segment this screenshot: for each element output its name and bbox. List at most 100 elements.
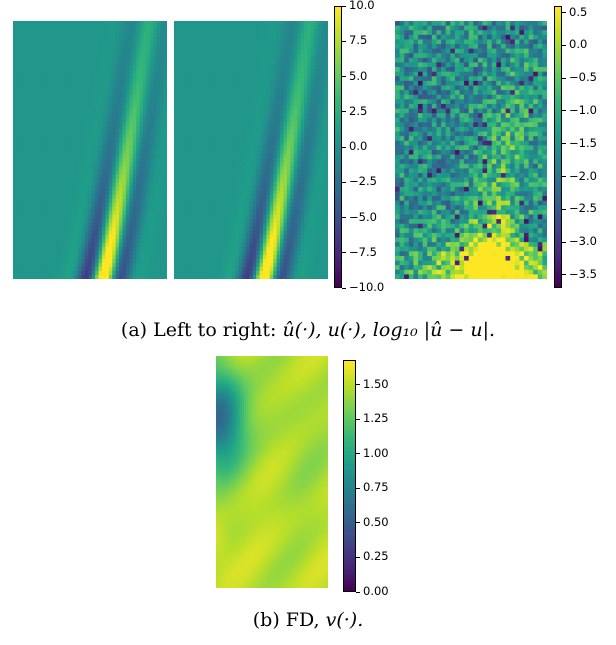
u-cell [245,93,250,99]
u-cell [276,113,281,119]
u-cell [239,194,244,199]
u-hat-cell [71,162,76,167]
u-hat-cell [30,81,35,87]
u-hat-cell [105,166,110,171]
u-hat-cell [84,254,89,260]
u-cell [293,194,298,199]
u-hat-cell [143,210,148,216]
u-cell [273,21,278,26]
u-cell [269,186,274,191]
u-hat-cell [149,41,154,46]
u-cell [218,65,223,70]
u-cell [317,141,322,147]
u-hat-cell [149,73,154,79]
u-cell [273,141,278,147]
u-cell [225,154,230,159]
u-hat-cell [19,234,24,240]
u-hat-cell [47,254,52,260]
u-hat-cell [43,154,48,159]
u-cell [307,158,312,163]
u-hat-cell [26,117,31,123]
u-hat-cell [47,133,52,139]
u-cell [273,121,278,127]
u-cell [191,97,196,103]
u-hat-cell [30,274,35,279]
u-hat-cell [84,141,89,147]
u-cell [290,97,295,103]
u-cell [197,162,202,167]
u-cell [232,69,237,75]
u-hat-cell [50,198,55,204]
u-hat-cell [139,274,144,279]
u-cell [307,154,312,159]
u-cell [239,166,244,171]
u-hat-cell [33,105,38,111]
u-cell [324,186,328,191]
u-hat-cell [156,21,161,26]
u-cell [256,61,261,66]
u-cell [204,125,209,131]
u-hat-cell [112,105,117,111]
u-hat-cell [88,150,93,155]
u-hat-cell [163,258,167,264]
u-cell [194,57,199,62]
u-cell [307,174,312,179]
u-hat-cell [125,129,130,135]
u-hat-cell [81,97,86,103]
u-hat-cell [47,41,52,46]
u-cell [208,49,213,54]
u-cell [204,170,209,175]
u-cell [174,109,179,115]
u-hat-cell [119,214,124,220]
u-cell [307,121,312,127]
u-cell [290,117,295,123]
u-cell [304,190,309,195]
u-cell [317,29,322,34]
u-hat-cell [149,158,154,163]
u-cell [242,61,247,66]
u-hat-cell [47,145,52,151]
u-cell [215,105,220,111]
u-cell [204,41,209,46]
u-hat-cell [33,262,38,268]
u-cell [290,105,295,111]
u-cell [191,202,196,208]
u-cell [174,61,179,66]
u-cell [180,190,185,195]
u-cell [225,89,230,95]
u-hat-cell [163,145,167,151]
u-cell [290,81,295,87]
u-hat-cell [78,158,83,163]
u-cell [293,73,298,79]
u-hat-cell [143,117,148,123]
u-hat-cell [101,57,106,62]
u-cell [293,81,298,87]
u-hat-cell [153,230,158,236]
u-cell [184,125,189,131]
u-hat-cell [47,162,52,167]
u-cell [201,182,206,187]
u-cell [208,141,213,147]
u-cell [307,77,312,83]
u-cell [187,133,192,139]
u-hat-cell [115,170,120,175]
u-cell [215,33,220,38]
u-cell [221,109,226,115]
u-cell [245,121,250,127]
u-cell [314,53,319,58]
u-cell [201,97,206,103]
u-hat-cell [74,109,79,115]
u-hat-cell [78,73,83,79]
u-cell [324,73,328,79]
u-hat-cell [136,133,141,139]
u-hat-cell [115,254,120,260]
u-hat-cell [19,93,24,99]
u-hat-cell [119,174,124,179]
u-cell [252,105,257,111]
u-hat-cell [88,190,93,195]
u-hat-cell [149,154,154,159]
u-hat-cell [26,125,31,131]
u-cell [259,101,264,107]
u-hat-cell [95,141,100,147]
u-cell [218,93,223,99]
